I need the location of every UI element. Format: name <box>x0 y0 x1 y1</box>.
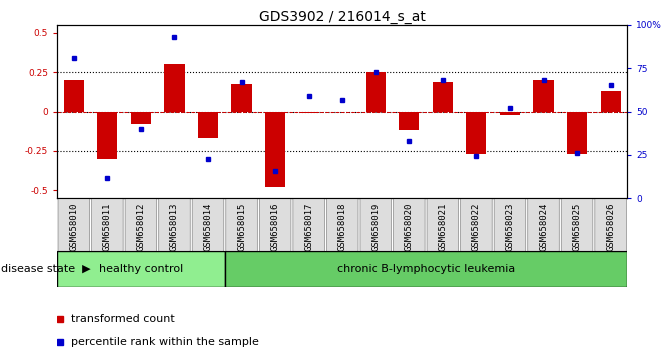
Bar <box>265 112 285 187</box>
Title: GDS3902 / 216014_s_at: GDS3902 / 216014_s_at <box>259 10 425 24</box>
Text: GSM658012: GSM658012 <box>136 202 146 251</box>
Bar <box>64 80 84 112</box>
FancyBboxPatch shape <box>159 198 191 251</box>
Text: GSM658026: GSM658026 <box>606 202 615 251</box>
Bar <box>399 112 419 130</box>
Bar <box>601 91 621 112</box>
Text: GSM658016: GSM658016 <box>270 202 280 251</box>
FancyBboxPatch shape <box>91 198 123 251</box>
Text: healthy control: healthy control <box>99 264 183 274</box>
Bar <box>97 112 117 159</box>
Text: transformed count: transformed count <box>70 314 174 324</box>
Bar <box>299 112 319 113</box>
FancyBboxPatch shape <box>394 198 425 251</box>
FancyBboxPatch shape <box>225 251 627 287</box>
FancyBboxPatch shape <box>57 251 225 287</box>
Bar <box>500 112 520 115</box>
Text: GSM658020: GSM658020 <box>405 202 414 251</box>
FancyBboxPatch shape <box>561 198 593 251</box>
FancyBboxPatch shape <box>226 198 258 251</box>
Text: GSM658018: GSM658018 <box>338 202 347 251</box>
Bar <box>466 112 486 154</box>
Text: GSM658017: GSM658017 <box>304 202 313 251</box>
Text: GSM658015: GSM658015 <box>237 202 246 251</box>
Text: disease state  ▶: disease state ▶ <box>1 264 91 274</box>
FancyBboxPatch shape <box>360 198 392 251</box>
Bar <box>164 64 185 112</box>
FancyBboxPatch shape <box>327 198 358 251</box>
Bar <box>433 81 453 112</box>
Text: GSM658019: GSM658019 <box>371 202 380 251</box>
Text: chronic B-lymphocytic leukemia: chronic B-lymphocytic leukemia <box>337 264 515 274</box>
Bar <box>366 72 386 112</box>
Text: GSM658014: GSM658014 <box>203 202 213 251</box>
Text: GSM658011: GSM658011 <box>103 202 112 251</box>
Text: GSM658010: GSM658010 <box>69 202 79 251</box>
FancyBboxPatch shape <box>58 198 90 251</box>
FancyBboxPatch shape <box>495 198 526 251</box>
Text: GSM658013: GSM658013 <box>170 202 179 251</box>
FancyBboxPatch shape <box>427 198 459 251</box>
FancyBboxPatch shape <box>528 198 560 251</box>
Text: percentile rank within the sample: percentile rank within the sample <box>70 337 258 347</box>
FancyBboxPatch shape <box>193 198 224 251</box>
Bar <box>567 112 587 154</box>
Text: GSM658021: GSM658021 <box>438 202 448 251</box>
FancyBboxPatch shape <box>125 198 157 251</box>
Text: GSM658023: GSM658023 <box>505 202 515 251</box>
Bar <box>198 112 218 138</box>
FancyBboxPatch shape <box>595 198 627 251</box>
Text: GSM658022: GSM658022 <box>472 202 481 251</box>
FancyBboxPatch shape <box>461 198 493 251</box>
FancyBboxPatch shape <box>293 198 325 251</box>
Bar <box>533 80 554 112</box>
Bar <box>231 84 252 112</box>
Bar <box>131 112 151 124</box>
Text: GSM658025: GSM658025 <box>572 202 582 251</box>
FancyBboxPatch shape <box>259 198 291 251</box>
Text: GSM658024: GSM658024 <box>539 202 548 251</box>
